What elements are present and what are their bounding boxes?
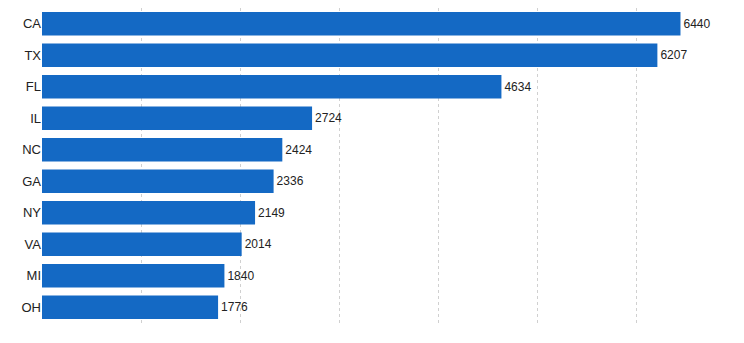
svg-text:MI: MI (27, 268, 41, 283)
svg-text:2424: 2424 (285, 143, 312, 157)
svg-text:2014: 2014 (245, 237, 272, 251)
svg-text:IL: IL (30, 111, 41, 126)
svg-text:FL: FL (26, 79, 41, 94)
svg-text:TX: TX (24, 48, 41, 63)
svg-text:6207: 6207 (660, 48, 687, 62)
svg-text:GA: GA (22, 174, 41, 189)
svg-text:4634: 4634 (504, 80, 531, 94)
svg-text:OH: OH (22, 300, 42, 315)
svg-text:6440: 6440 (683, 17, 710, 31)
svg-text:2336: 2336 (277, 174, 304, 188)
svg-text:2724: 2724 (315, 111, 342, 125)
svg-text:1840: 1840 (227, 269, 254, 283)
svg-text:VA: VA (25, 237, 42, 252)
svg-text:1776: 1776 (221, 300, 248, 314)
svg-text:NY: NY (23, 205, 41, 220)
svg-text:NC: NC (22, 142, 41, 157)
svg-text:CA: CA (23, 16, 41, 31)
svg-text:2149: 2149 (258, 206, 285, 220)
